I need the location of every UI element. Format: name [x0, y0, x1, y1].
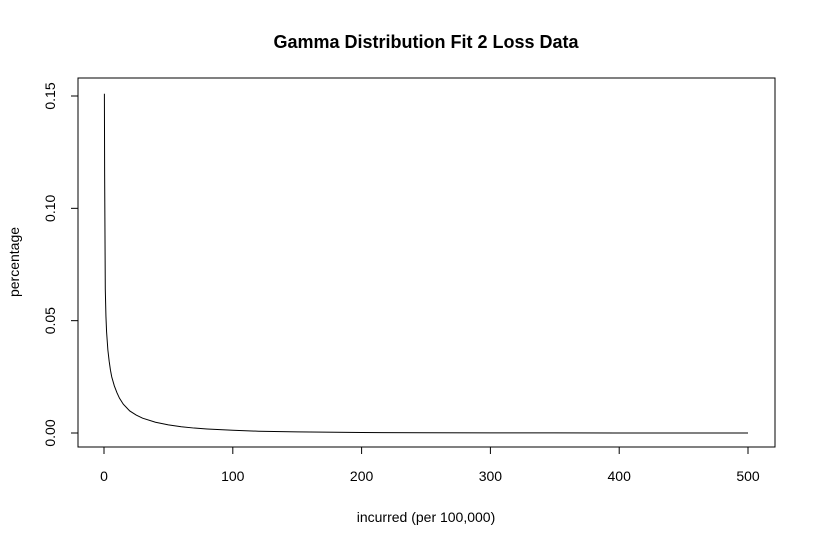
series-line	[103, 93, 749, 434]
x-axis: 0 100 200 300 400 500	[100, 446, 760, 484]
x-tick-label: 100	[221, 468, 245, 484]
y-axis-label: percentage	[6, 227, 22, 297]
y-tick-label: 0.00	[42, 419, 58, 446]
x-tick-label: 500	[736, 468, 760, 484]
y-axis: 0.00 0.05 0.10 0.15	[42, 82, 79, 447]
y-tick-label: 0.10	[42, 194, 58, 221]
series-layer	[103, 93, 749, 434]
x-tick-label: 0	[100, 468, 108, 484]
plot-area-frame	[77, 77, 776, 448]
x-tick-label: 400	[608, 468, 632, 484]
y-tick-label: 0.05	[42, 307, 58, 334]
x-axis-label: incurred (per 100,000)	[357, 509, 496, 525]
x-tick-label: 300	[479, 468, 503, 484]
chart-title: Gamma Distribution Fit 2 Loss Data	[273, 32, 579, 52]
y-tick-label: 0.15	[42, 82, 58, 109]
x-tick-label: 200	[350, 468, 374, 484]
